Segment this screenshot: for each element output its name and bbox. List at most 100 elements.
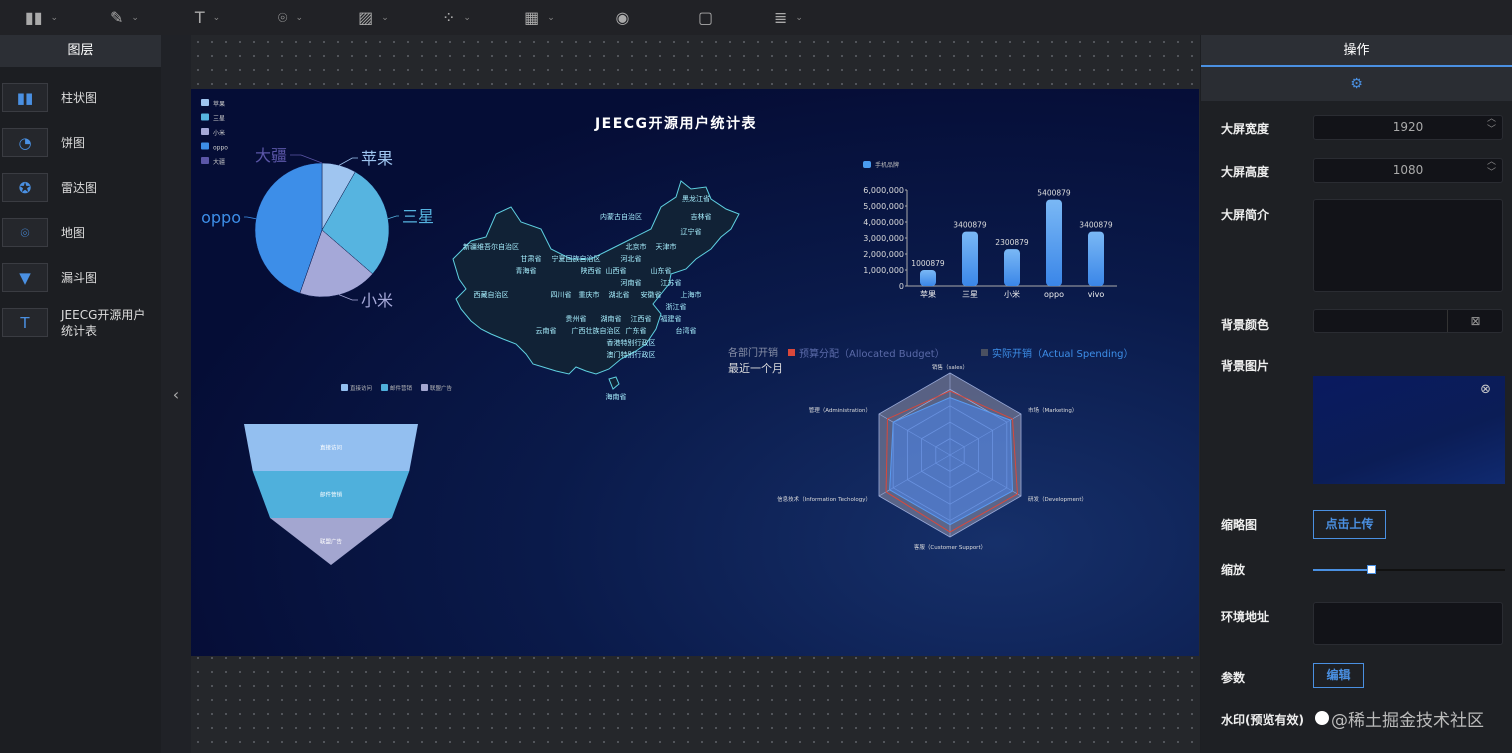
layer-icon-glyph: ▮▮ — [16, 88, 34, 107]
y-tick-label: 0 — [899, 282, 904, 291]
layer-item[interactable]: ▼ 漏斗图 — [0, 255, 161, 300]
tab-settings[interactable]: ⚙ — [1201, 67, 1512, 101]
radar-icon: ✪ — [2, 173, 48, 202]
layer-icon-glyph: ◔ — [18, 133, 32, 152]
toolbar-button-pen[interactable]: ✎ ⌄ — [83, 0, 166, 35]
bg-color-input[interactable]: ⊠ — [1313, 309, 1503, 333]
height-label: 大屏高度 — [1221, 165, 1270, 179]
toolbar-button-table[interactable]: ▦ ⌄ — [498, 0, 581, 35]
params-label: 参数 — [1221, 671, 1246, 685]
height-value: 1080 — [1392, 163, 1424, 177]
zoom-slider-handle[interactable] — [1366, 565, 1376, 574]
x-tick-label: 小米 — [1004, 289, 1020, 299]
funnel-segment — [252, 471, 410, 518]
layers-title: 图层 — [0, 35, 161, 67]
map-region-label: 黑龙江省 — [682, 194, 710, 203]
chevron-down-icon: ⌄ — [381, 12, 389, 23]
env-textarea[interactable] — [1313, 602, 1503, 645]
toolbar-button-image[interactable]: ▨ ⌄ — [332, 0, 415, 35]
y-tick-label: 4,000,000 — [863, 218, 904, 227]
x-tick-label: oppo — [1044, 290, 1064, 299]
map-region-label: 香港特别行政区 — [607, 338, 656, 347]
grid-icon: ⁘ — [442, 8, 456, 27]
screen-title: JEECG开源用户统计表 — [594, 115, 757, 132]
height-input[interactable]: 1080 ︿ ﹀ — [1313, 157, 1503, 183]
layer-list: ▮▮ 柱状图 ◔ 饼图 ✪ 雷达图 ⌾ 地图 ▼ 漏斗图 T JEECG开源用户统计表 — [0, 67, 161, 345]
layer-icon-glyph: ⌾ — [20, 223, 30, 242]
y-tick-label: 5,000,000 — [863, 202, 904, 211]
pie-label-line — [290, 154, 323, 164]
stepper-icon[interactable]: ︿ ﹀ — [1486, 157, 1496, 178]
desc-textarea[interactable] — [1313, 199, 1503, 292]
legend-label: 三星 — [213, 116, 225, 123]
width-label: 大屏宽度 — [1221, 122, 1270, 136]
layer-label: 雷达图 — [61, 180, 98, 195]
stepper-icon[interactable]: ︿ ﹀ — [1486, 114, 1496, 135]
layers-panel: 图层 ▮▮ 柱状图 ◔ 饼图 ✪ 雷达图 ⌾ 地图 ▼ 漏斗图 T JEECG开源用户统计表 — [0, 35, 161, 753]
toolbar-button-database[interactable]: ≣ ⌄ — [747, 0, 830, 35]
text-icon: T — [2, 308, 48, 337]
chevron-down-icon: ⌄ — [463, 12, 471, 23]
pie-label-line — [244, 216, 257, 220]
map-region-label: 河南省 — [621, 278, 642, 287]
collapse-panel-button[interactable]: ‹ — [161, 35, 191, 753]
layer-item[interactable]: ◔ 饼图 — [0, 120, 161, 165]
layer-item[interactable]: ⌾ 地图 — [0, 210, 161, 255]
layer-item[interactable]: ▮▮ 柱状图 — [0, 75, 161, 120]
map-region-label: 宁夏回族自治区 — [552, 254, 601, 263]
width-input[interactable]: 1920 ︿ ﹀ — [1313, 114, 1503, 140]
y-tick-label: 3,000,000 — [863, 234, 904, 243]
save-icon: ▢ — [697, 8, 714, 27]
chevron-down-icon: ⌄ — [50, 12, 59, 23]
upload-button[interactable]: 点击上传 — [1313, 510, 1386, 539]
layer-icon-glyph: ▼ — [19, 268, 31, 287]
layer-icon-glyph: ✪ — [18, 178, 32, 197]
map-region-label: 澳门特别行政区 — [607, 350, 656, 359]
x-tick-label: vivo — [1088, 290, 1105, 299]
bar-data-label: 1000879 — [911, 259, 945, 268]
image-icon: ▨ — [358, 8, 374, 27]
toolbar-button-grid[interactable]: ⁘ ⌄ — [415, 0, 498, 35]
map-region-label: 辽宁省 — [681, 227, 702, 236]
map-region-label: 吉林省 — [691, 212, 712, 221]
ops-title: 操作 — [1201, 35, 1512, 67]
legend-label: 邮件营销 — [390, 384, 413, 392]
map-region-label: 湖北省 — [609, 290, 630, 299]
funnel-segment — [270, 518, 392, 565]
radar-indicator-label: 销售（sales） — [932, 363, 968, 371]
zoom-slider[interactable] — [1313, 565, 1505, 574]
zoom-slider-fill — [1313, 569, 1371, 571]
map-region-label: 重庆市 — [579, 290, 600, 299]
map-region-label: 甘肃省 — [521, 254, 542, 263]
toolbar-button-bar-chart[interactable]: ▮▮ ⌄ — [0, 0, 83, 35]
x-tick-label: 苹果 — [920, 289, 936, 299]
layer-label: 漏斗图 — [61, 270, 98, 285]
remove-image-icon[interactable]: ⊗ — [1480, 382, 1491, 397]
pie-label: 苹果 — [361, 149, 393, 168]
database-icon: ≣ — [774, 8, 788, 27]
clear-color-icon[interactable]: ⊠ — [1447, 310, 1503, 332]
pen-icon: ✎ — [110, 8, 124, 27]
toolbar-button-map-pin[interactable]: ⌾ ⌄ — [249, 0, 332, 35]
map-pin-icon: ⌾ — [2, 218, 48, 247]
toolbar-button-save[interactable]: ▢ — [664, 0, 747, 35]
bar — [962, 231, 978, 286]
layer-item[interactable]: ✪ 雷达图 — [0, 165, 161, 210]
chevron-down-icon: ⌄ — [547, 12, 555, 23]
desc-label: 大屏简介 — [1221, 208, 1270, 222]
layer-icon-glyph: T — [20, 313, 30, 332]
map-region-label: 广东省 — [626, 326, 647, 335]
toolbar-button-eye[interactable]: ◉ — [581, 0, 664, 35]
legend-label: 直接访问 — [350, 384, 372, 392]
map-region-label: 内蒙古自治区 — [600, 212, 642, 221]
edit-params-button[interactable]: 编辑 — [1313, 663, 1364, 688]
bg-image-preview[interactable]: ⊗ — [1313, 376, 1505, 484]
pie-label: 小米 — [361, 291, 393, 310]
layer-item[interactable]: T JEECG开源用户统计表 — [0, 300, 161, 345]
map-hainan — [608, 376, 620, 390]
legend-label: 大疆 — [213, 158, 225, 166]
toolbar-button-text[interactable]: T ⌄ — [166, 0, 249, 35]
funnel-label: 邮件营销 — [320, 491, 343, 499]
watermark-toggle[interactable] — [1315, 711, 1329, 725]
radar-indicator-label: 信息技术（Information Techology） — [777, 495, 871, 503]
